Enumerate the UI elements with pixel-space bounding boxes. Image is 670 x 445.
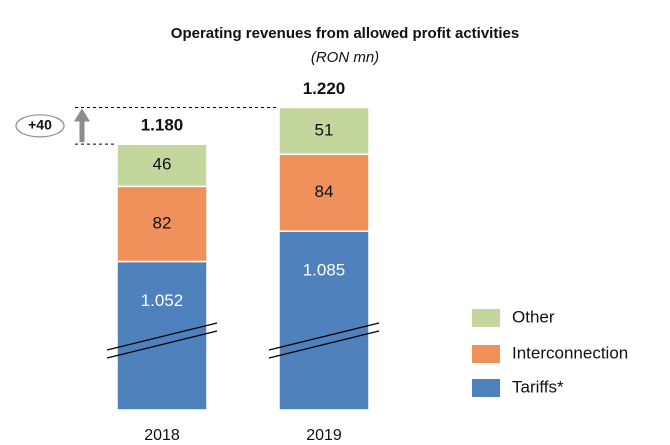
legend-swatch <box>472 379 500 397</box>
data-label: 84 <box>315 182 334 201</box>
data-label: 1.052 <box>141 291 184 310</box>
x-tick-label: 2018 <box>144 427 180 444</box>
difference-badge <box>15 114 65 138</box>
difference-label: +40 <box>28 117 52 133</box>
bar-segment <box>116 185 208 263</box>
axis-break <box>106 322 218 351</box>
legend-swatch <box>472 345 500 363</box>
legend-label: Interconnection <box>512 343 628 362</box>
bar-segment <box>278 106 370 155</box>
total-label: 1.180 <box>141 116 184 135</box>
legend-swatch <box>472 309 500 327</box>
bar-segment <box>278 230 370 411</box>
data-label: 51 <box>315 120 334 139</box>
x-tick-label: 2019 <box>306 427 342 444</box>
total-label: 1.220 <box>303 79 346 98</box>
legend-label: Other <box>512 307 555 326</box>
chart-subtitle: (RON mn) <box>311 49 379 66</box>
bar-segment <box>116 260 208 411</box>
data-label: 1.085 <box>303 261 346 280</box>
data-label: 46 <box>153 155 172 174</box>
axis-break <box>106 330 218 359</box>
data-label: 82 <box>153 213 172 232</box>
bar-segment <box>278 153 370 232</box>
axis-break <box>268 322 380 351</box>
bar-segment <box>116 143 208 188</box>
chart-title: Operating revenues from allowed profit a… <box>171 25 519 42</box>
legend-label: Tariffs* <box>512 377 564 396</box>
arrow-head <box>74 108 90 122</box>
axis-break <box>268 330 380 359</box>
